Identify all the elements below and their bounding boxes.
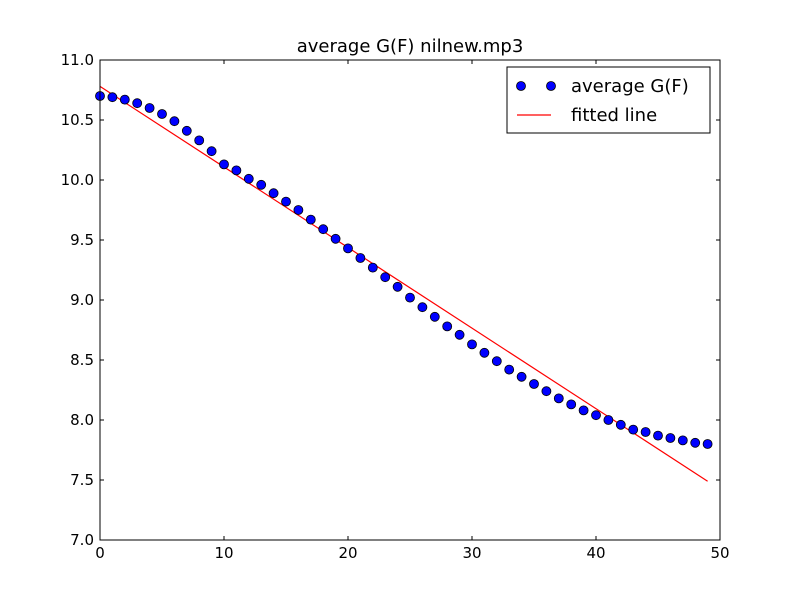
- data-point: [169, 116, 180, 127]
- data-point: [553, 393, 564, 404]
- data-point: [454, 329, 465, 340]
- plot-series: [95, 85, 713, 482]
- y-tick-label: 7.0: [70, 531, 94, 549]
- data-point: [491, 356, 502, 367]
- data-point: [231, 165, 242, 176]
- data-point: [355, 253, 366, 263]
- data-point: [677, 435, 688, 446]
- data-point: [330, 233, 341, 244]
- chart-title: average G(F) nilnew.mp3: [297, 36, 524, 57]
- data-point: [653, 430, 663, 441]
- data-point: [293, 205, 304, 215]
- legend-box: [506, 66, 711, 134]
- data-point: [690, 437, 701, 448]
- x-tick-label: 20: [338, 544, 357, 562]
- data-point: [665, 433, 676, 443]
- data-point: [628, 424, 639, 435]
- data-point: [615, 419, 626, 430]
- data-point: [256, 179, 267, 190]
- data-point: [206, 146, 217, 157]
- data-point: [181, 125, 192, 136]
- data-point: [591, 410, 601, 421]
- data-point: [442, 321, 453, 332]
- data-point: [132, 98, 143, 109]
- data-point: [380, 272, 391, 283]
- data-point: [578, 405, 589, 416]
- y-tick-label: 10.5: [61, 111, 94, 129]
- legend-marker-right: [546, 81, 556, 91]
- data-point: [467, 339, 477, 350]
- legend-marker-left: [516, 81, 526, 91]
- y-tick-label: 9.5: [70, 231, 94, 249]
- data-point: [194, 135, 205, 146]
- x-tick-label: 40: [586, 544, 605, 562]
- legend: average G(F) fitted line: [506, 66, 711, 134]
- data-point: [144, 103, 155, 113]
- data-point: [268, 188, 279, 199]
- x-tick-label: 50: [710, 544, 729, 562]
- data-point: [566, 399, 577, 410]
- data-point: [119, 94, 130, 105]
- data-point: [429, 311, 440, 322]
- data-point: [702, 439, 713, 449]
- data-point: [541, 386, 552, 397]
- data-point: [281, 196, 291, 207]
- data-point: [343, 243, 353, 254]
- legend-label-line: fitted line: [571, 105, 657, 126]
- y-tick-label: 8.5: [70, 351, 94, 369]
- x-axis-ticks: 0 10 20 30 40 50: [95, 60, 730, 562]
- x-tick-label: 30: [462, 544, 481, 562]
- x-tick-label: 10: [214, 544, 233, 562]
- data-point: [479, 347, 490, 358]
- data-point: [305, 214, 316, 225]
- y-tick-label: 7.5: [70, 471, 94, 489]
- data-point: [405, 292, 415, 303]
- y-tick-label: 11.0: [61, 51, 94, 69]
- y-tick-label: 10.0: [61, 171, 94, 189]
- data-point: [529, 379, 539, 389]
- legend-label-points: average G(F): [571, 76, 689, 97]
- data-point: [392, 281, 403, 292]
- x-tick-label: 0: [95, 544, 105, 562]
- data-point: [367, 262, 378, 273]
- y-axis-ticks: 7.0 7.5 8.0 8.5 9.0 9.5 10.0 10.5 11.0: [61, 51, 720, 549]
- data-point: [219, 159, 229, 170]
- data-point: [107, 92, 118, 103]
- y-tick-label: 9.0: [70, 291, 94, 309]
- data-point: [516, 371, 527, 382]
- data-point: [417, 302, 428, 313]
- data-point: [504, 364, 515, 375]
- y-tick-label: 8.0: [70, 411, 94, 429]
- data-point: [603, 415, 614, 425]
- data-point: [640, 427, 651, 437]
- fitted-line: [99, 85, 708, 482]
- data-point: [243, 173, 254, 184]
- data-point: [157, 109, 167, 119]
- data-point: [318, 224, 329, 235]
